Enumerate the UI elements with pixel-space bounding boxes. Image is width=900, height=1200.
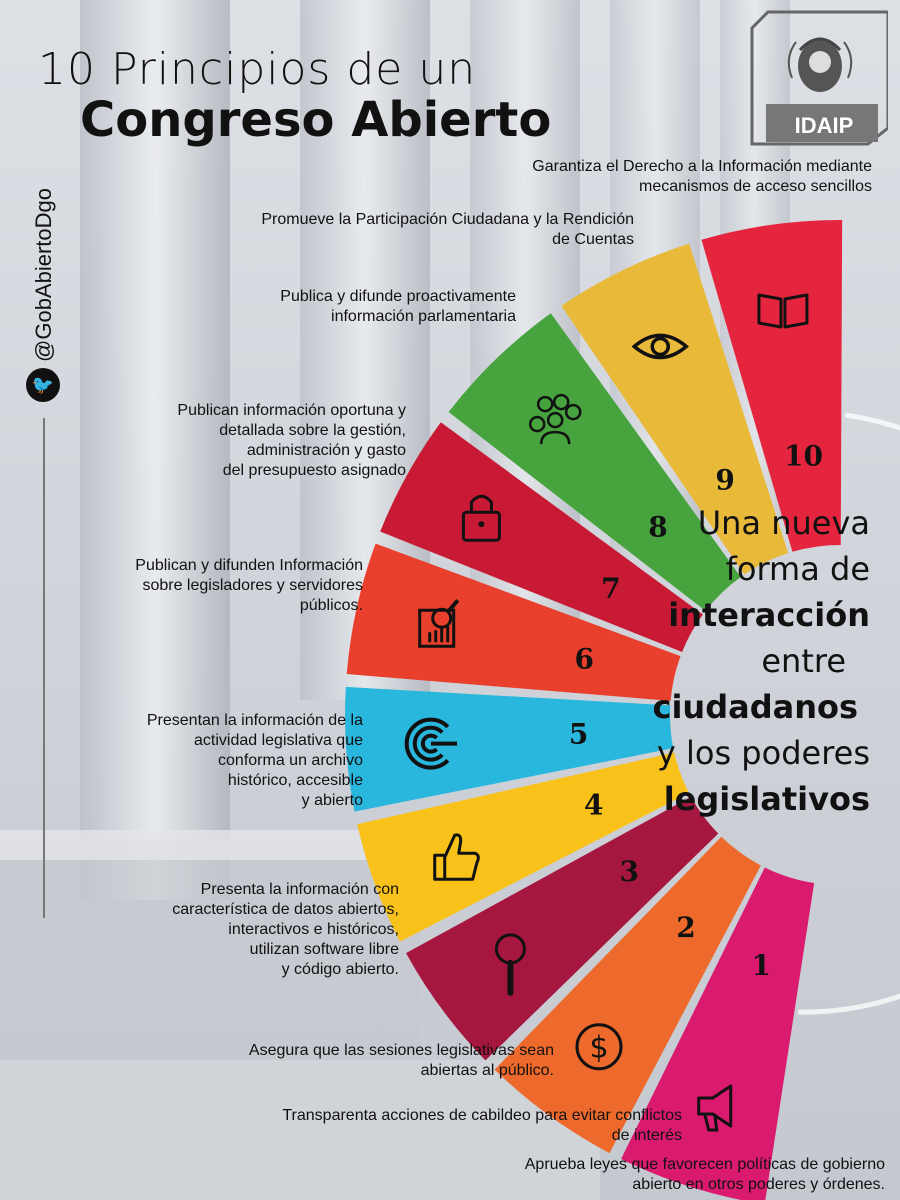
principle-7-description-line: utilizan software libre (249, 941, 399, 958)
principle-2-description-line: Promueve la Participación Ciudadana y la… (261, 211, 634, 228)
tagline-line-4: entre (761, 642, 846, 680)
principle-9-number: 9 (715, 464, 734, 497)
principle-3-number: 3 (620, 855, 639, 888)
principle-1-number: 1 (751, 949, 770, 982)
idaip-logo (750, 10, 888, 146)
principle-6-description-line: histórico, accesible (227, 772, 363, 789)
book-icon (757, 293, 809, 329)
principle-9-description-line: Transparenta acciones de cabildeo para e… (282, 1107, 682, 1124)
principle-9-description: Transparenta acciones de cabildeo para e… (282, 1106, 682, 1146)
tagline-line-6: y los poderes (656, 734, 870, 772)
principle-5-description: Publican y difunden Información sobre leg… (135, 556, 363, 616)
principle-3-description: Publica y difunde proactivamente informac… (280, 287, 516, 327)
principle-7-segment (380, 422, 703, 653)
principle-10-number: 10 (784, 440, 823, 473)
principle-7-description-line: característica de datos abiertos, (172, 901, 399, 918)
principle-6-description-line: Presentan la información de la (146, 712, 363, 729)
principle-9-segment (561, 243, 789, 575)
principle-6-description-line: y abierto (301, 792, 363, 809)
tagline-line-7: legislativos (663, 780, 870, 818)
principle-4-description-line: del presupuesto asignado (222, 462, 406, 479)
principle-7-description-line: interactivos e históricos, (228, 921, 399, 938)
title-line-2: Congreso Abierto (80, 92, 552, 148)
tagline-line-3: interacción (668, 596, 870, 634)
principle-6-description: Presentan la información de la actividad … (147, 711, 363, 811)
principle-10-description: Aprueba leyes que favorecen políticas de… (525, 1155, 885, 1195)
principle-1-description: Garantiza el Derecho a la Información me… (532, 157, 872, 197)
principle-5-description-line: sobre legisladores y servidores (142, 577, 363, 594)
principle-4-description-line: administración y gasto (246, 442, 406, 459)
principle-3-segment (406, 796, 719, 1061)
tagline: Una nueva forma de interacción entre ciu… (600, 500, 870, 822)
principle-1-description-line: mecanismos de acceso sencillos (639, 178, 872, 195)
principle-7-description-line: Presenta la información con (200, 881, 399, 898)
principle-6-segment (346, 543, 681, 701)
principle-4-description: Publican información oportuna y detallada… (177, 401, 406, 481)
divider-line (43, 418, 45, 918)
principle-4-description-line: Publican información oportuna y (177, 402, 406, 419)
document-chart-icon (418, 598, 460, 648)
principle-3-description-line: Publica y difunde proactivamente (280, 288, 516, 305)
principle-9-description-line: de interés (611, 1127, 682, 1144)
principle-2-description: Promueve la Participación Ciudadana y la… (261, 210, 634, 250)
magnifier-icon (494, 933, 526, 996)
principle-5-number: 5 (569, 717, 588, 750)
principle-10-description-line: Aprueba leyes que favorecen políticas de… (524, 1156, 885, 1173)
principle-8-description-line: Asegura que las sesiones legislativas se… (248, 1042, 554, 1059)
padlock-icon (461, 494, 501, 542)
title-line-1: 10 Principios de un (38, 44, 477, 95)
principle-4-number: 4 (584, 789, 603, 822)
principle-2-number: 2 (676, 911, 695, 944)
principle-8-description-line: abiertas al público. (420, 1062, 554, 1079)
principle-7-description-line: y código abierto. (281, 961, 399, 978)
principle-6-description-line: actividad legislativa que (194, 732, 363, 749)
principle-3-description-line: información parlamentaria (331, 308, 516, 325)
principle-5-description-line: Publican y difunden Información (135, 557, 363, 574)
principle-1-segment (621, 867, 815, 1200)
people-icon (528, 393, 582, 445)
logo-text: IDAIP (794, 113, 854, 138)
principle-7-description: Presenta la información con característic… (172, 880, 399, 980)
principle-10-description-line: abierto en otros poderes y órdenes. (632, 1176, 885, 1193)
principle-6-number: 6 (574, 642, 593, 675)
principle-7-number: 7 (601, 572, 620, 605)
principle-4-description-line: detallada sobre la gestión, (219, 422, 406, 439)
principle-2-segment (494, 836, 761, 1154)
signal-icon (404, 717, 457, 770)
twitter-bird-icon[interactable]: 🐦 (26, 368, 60, 402)
principle-4-segment (357, 752, 689, 942)
principle-1-description-line: Garantiza el Derecho a la Información me… (532, 158, 872, 175)
megaphone-icon (697, 1084, 733, 1132)
principle-5-description-line: públicos. (299, 597, 363, 614)
principle-6-description-line: conforma un archivo (218, 752, 363, 769)
principle-8-number: 8 (648, 511, 667, 544)
svg-text:$: $ (589, 1031, 608, 1066)
thumbs-up-icon (433, 833, 480, 881)
principle-2-description-line: de Cuentas (552, 231, 634, 248)
tagline-line-5: ciudadanos (652, 688, 858, 726)
tagline-line-1: Una nueva (697, 504, 870, 542)
principle-8-segment (448, 313, 741, 611)
tagline-line-2: forma de (725, 550, 870, 588)
principle-8-description: Asegura que las sesiones legislativas se… (249, 1041, 554, 1081)
dollar-icon: $ (575, 1023, 623, 1071)
eye-icon (631, 333, 689, 360)
